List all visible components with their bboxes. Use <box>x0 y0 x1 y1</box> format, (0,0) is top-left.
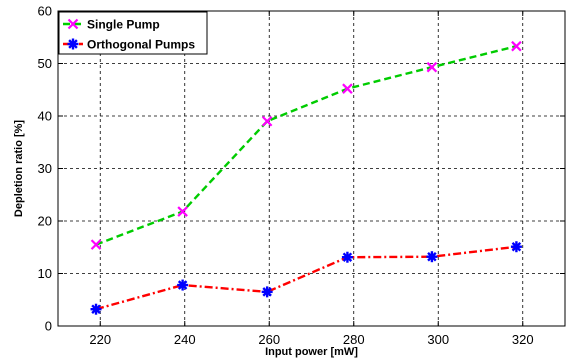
marker-stroke <box>426 61 438 73</box>
marker-stroke <box>91 304 101 314</box>
data-point-series-1 <box>261 286 273 298</box>
data-point-series-0 <box>90 239 102 250</box>
marker-stroke <box>342 252 353 262</box>
marker-stroke <box>261 115 273 127</box>
x-tick-label: 240 <box>174 332 196 347</box>
data-point-series-0 <box>511 40 522 52</box>
y-tick-label: 30 <box>38 161 52 176</box>
legend-box <box>58 11 208 55</box>
y-tick-label: 20 <box>38 214 52 229</box>
x-tick-label: 280 <box>343 332 365 347</box>
x-tick-label: 220 <box>89 332 111 347</box>
marker-stroke <box>262 287 272 297</box>
data-point-series-0 <box>177 206 188 217</box>
y-tick-label: 0 <box>45 319 52 334</box>
x-axis-title: Input power [mW] <box>265 346 358 358</box>
x-tick-label: 260 <box>258 332 280 347</box>
data-point-series-0 <box>261 115 273 127</box>
legend-marker-1 <box>67 38 79 50</box>
y-tick-label: 60 <box>38 4 52 19</box>
y-axis-title: Depletion ratio [%] <box>13 120 25 218</box>
plot-frame <box>57 10 566 327</box>
series-layer <box>90 40 522 315</box>
y-tick-label: 40 <box>38 109 52 124</box>
marker-stroke <box>427 251 437 262</box>
data-point-series-1 <box>341 251 353 263</box>
y-tick-label: 50 <box>38 56 52 71</box>
y-tick-label: 10 <box>38 266 52 281</box>
data-point-series-1 <box>426 251 438 263</box>
data-point-series-0 <box>426 61 438 73</box>
x-tick-label: 300 <box>427 332 449 347</box>
ticks: 220 240 260 280 300 320 0 10 20 30 40 50 60 <box>38 4 565 347</box>
marker-stroke <box>177 280 188 290</box>
legend: Single Pump Orthogonal Pumps <box>58 11 208 55</box>
x-tick-label: 320 <box>512 332 534 347</box>
legend-label-1: Orthogonal Pumps <box>87 38 195 52</box>
data-point-series-1 <box>90 303 102 315</box>
marker-stroke <box>90 239 102 250</box>
marker-stroke <box>177 206 188 217</box>
marker-stroke <box>342 83 353 94</box>
grid <box>58 11 565 326</box>
data-point-series-1 <box>510 241 522 253</box>
legend-label-0: Single Pump <box>87 18 160 32</box>
data-point-series-0 <box>342 83 353 94</box>
marker-stroke <box>68 39 78 49</box>
marker-stroke <box>67 18 79 30</box>
series-line-0 <box>95 45 517 246</box>
data-point-series-1 <box>177 279 189 291</box>
marker-stroke <box>511 241 522 252</box>
marker-stroke <box>511 40 522 52</box>
legend-marker-0 <box>67 18 79 30</box>
